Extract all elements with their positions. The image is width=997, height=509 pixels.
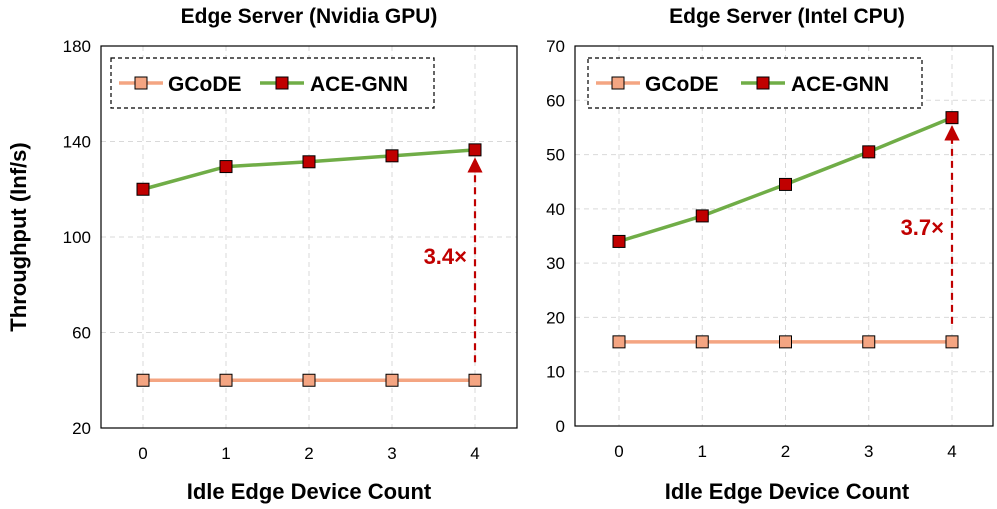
data-point-gcode [612, 335, 626, 349]
data-point-ace-gnn [385, 149, 399, 163]
x-tick-label: 0 [138, 444, 147, 463]
series-layer [612, 111, 959, 349]
data-point-gcode [136, 373, 150, 387]
y-tick-label: 30 [546, 254, 565, 273]
data-point-ace-gnn [136, 182, 150, 196]
y-tick-label: 20 [72, 419, 91, 438]
data-point-ace-gnn [862, 145, 876, 159]
x-tick-label: 3 [387, 444, 396, 463]
data-point-ace-gnn [945, 111, 959, 125]
legend-acegnn-label: ACE-GNN [791, 73, 889, 96]
speedup-annotation: 3.4× [424, 157, 483, 363]
y-axis-title: Throughput (Inf/s) [6, 142, 31, 331]
x-tick-label: 0 [614, 442, 623, 461]
legend-gcode-label: GCoDE [645, 73, 719, 96]
data-point-ace-gnn [695, 209, 709, 223]
legend-acegnn-marker [275, 76, 289, 90]
speedup-annotation: 3.7× [901, 125, 960, 324]
data-point-ace-gnn [612, 234, 626, 248]
data-point-gcode [779, 335, 792, 349]
x-axis-title: Idle Edge Device Count [665, 479, 910, 504]
x-tick-label: 2 [781, 442, 790, 461]
x-tick-label: 4 [470, 444, 479, 463]
y-tick-label: 60 [546, 91, 565, 110]
x-axis-ticks: 0 1 2 3 4 [138, 444, 479, 463]
y-tick-label: 70 [546, 37, 565, 56]
y-tick-label: 180 [63, 37, 91, 56]
grid [101, 46, 517, 428]
x-tick-label: 3 [864, 442, 873, 461]
legend: GCoDE ACE-GNN [587, 57, 923, 109]
chart-intel-cpu: Edge Server (Intel CPU) 010203040506070 … [546, 5, 994, 504]
legend-acegnn-label: ACE-GNN [310, 73, 408, 96]
data-point-gcode [468, 373, 482, 387]
legend-gcode-label: GCoDE [168, 73, 242, 96]
y-tick-label: 100 [63, 228, 91, 247]
legend-gcode-marker [134, 76, 148, 90]
speedup-label: 3.7× [901, 215, 944, 240]
legend: GCoDE ACE-GNN [110, 57, 435, 109]
y-tick-label: 20 [546, 308, 565, 327]
data-point-gcode [862, 335, 876, 349]
series-layer [136, 143, 482, 387]
data-point-ace-gnn [302, 155, 316, 169]
plot-frame [100, 45, 518, 429]
data-point-gcode [945, 335, 959, 349]
x-tick-label: 1 [221, 444, 230, 463]
y-tick-label: 10 [546, 363, 565, 382]
x-axis-title: Idle Edge Device Count [187, 479, 432, 504]
speedup-label: 3.4× [424, 244, 467, 269]
data-point-gcode [219, 373, 233, 387]
x-tick-label: 2 [304, 444, 313, 463]
data-point-gcode [385, 373, 399, 387]
data-point-gcode [302, 373, 316, 387]
legend-gcode-marker [611, 76, 625, 90]
data-point-ace-gnn [779, 177, 792, 191]
data-point-ace-gnn [468, 143, 482, 157]
x-axis-ticks: 0 1 2 3 4 [614, 442, 956, 461]
y-tick-label: 50 [546, 146, 565, 165]
y-tick-label: 60 [72, 324, 91, 343]
chart-title: Edge Server (Intel CPU) [669, 5, 905, 28]
y-axis-ticks: 20 60 100 140 180 [63, 37, 91, 438]
legend-acegnn-marker [756, 76, 770, 90]
x-tick-label: 4 [947, 442, 956, 461]
plot-frame [574, 45, 994, 427]
x-tick-label: 1 [698, 442, 707, 461]
chart-title: Edge Server (Nvidia GPU) [181, 5, 438, 28]
y-axis-ticks: 0 10 20 30 40 50 60 70 [546, 37, 565, 436]
y-tick-label: 40 [546, 200, 565, 219]
y-tick-label: 0 [556, 417, 565, 436]
data-point-gcode [695, 335, 709, 349]
data-point-ace-gnn [219, 160, 233, 174]
y-tick-label: 140 [63, 133, 91, 152]
